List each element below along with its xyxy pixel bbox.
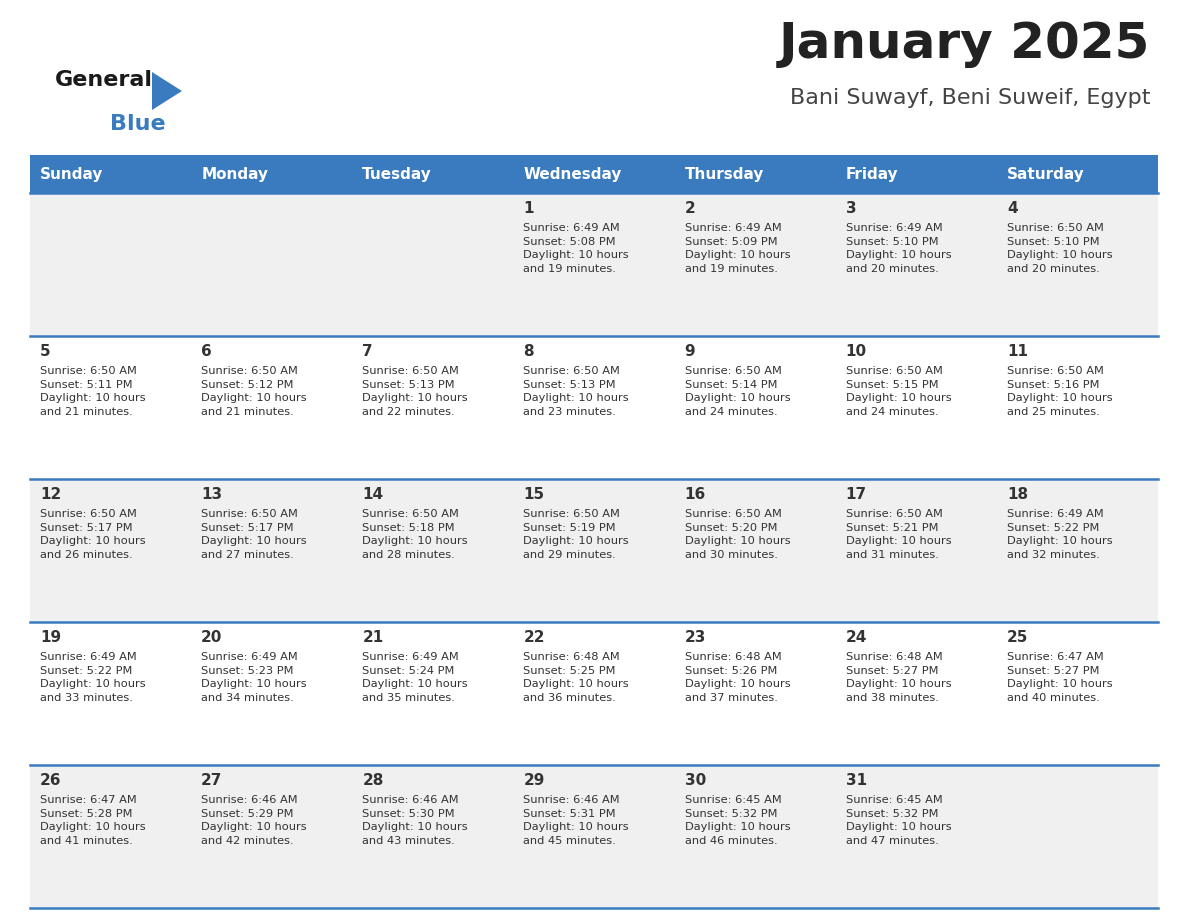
Text: Sunrise: 6:50 AM
Sunset: 5:16 PM
Daylight: 10 hours
and 25 minutes.: Sunrise: 6:50 AM Sunset: 5:16 PM Dayligh… xyxy=(1007,366,1112,417)
Text: 31: 31 xyxy=(846,773,867,788)
Text: Sunrise: 6:46 AM
Sunset: 5:31 PM
Daylight: 10 hours
and 45 minutes.: Sunrise: 6:46 AM Sunset: 5:31 PM Dayligh… xyxy=(524,795,630,845)
Text: Sunrise: 6:46 AM
Sunset: 5:29 PM
Daylight: 10 hours
and 42 minutes.: Sunrise: 6:46 AM Sunset: 5:29 PM Dayligh… xyxy=(201,795,307,845)
Text: 27: 27 xyxy=(201,773,222,788)
Bar xyxy=(675,155,835,193)
Bar xyxy=(30,155,191,193)
Text: 2: 2 xyxy=(684,201,695,216)
Text: 25: 25 xyxy=(1007,630,1029,645)
Text: Sunrise: 6:50 AM
Sunset: 5:18 PM
Daylight: 10 hours
and 28 minutes.: Sunrise: 6:50 AM Sunset: 5:18 PM Dayligh… xyxy=(362,509,468,560)
Text: Sunrise: 6:50 AM
Sunset: 5:13 PM
Daylight: 10 hours
and 22 minutes.: Sunrise: 6:50 AM Sunset: 5:13 PM Dayligh… xyxy=(362,366,468,417)
Text: Sunrise: 6:46 AM
Sunset: 5:30 PM
Daylight: 10 hours
and 43 minutes.: Sunrise: 6:46 AM Sunset: 5:30 PM Dayligh… xyxy=(362,795,468,845)
Text: Sunrise: 6:50 AM
Sunset: 5:13 PM
Daylight: 10 hours
and 23 minutes.: Sunrise: 6:50 AM Sunset: 5:13 PM Dayligh… xyxy=(524,366,630,417)
Bar xyxy=(353,155,513,193)
Text: 26: 26 xyxy=(40,773,62,788)
Text: 20: 20 xyxy=(201,630,222,645)
Text: 6: 6 xyxy=(201,344,211,359)
Bar xyxy=(835,155,997,193)
Text: Sunrise: 6:50 AM
Sunset: 5:21 PM
Daylight: 10 hours
and 31 minutes.: Sunrise: 6:50 AM Sunset: 5:21 PM Dayligh… xyxy=(846,509,952,560)
Text: Sunrise: 6:49 AM
Sunset: 5:22 PM
Daylight: 10 hours
and 32 minutes.: Sunrise: 6:49 AM Sunset: 5:22 PM Dayligh… xyxy=(1007,509,1112,560)
Text: General: General xyxy=(55,70,153,90)
Text: Sunrise: 6:50 AM
Sunset: 5:11 PM
Daylight: 10 hours
and 21 minutes.: Sunrise: 6:50 AM Sunset: 5:11 PM Dayligh… xyxy=(40,366,146,417)
Text: 30: 30 xyxy=(684,773,706,788)
Text: 21: 21 xyxy=(362,630,384,645)
Bar xyxy=(30,479,1158,622)
Text: 19: 19 xyxy=(40,630,61,645)
Text: 12: 12 xyxy=(40,487,62,502)
Text: Sunrise: 6:49 AM
Sunset: 5:08 PM
Daylight: 10 hours
and 19 minutes.: Sunrise: 6:49 AM Sunset: 5:08 PM Dayligh… xyxy=(524,223,630,274)
Text: 24: 24 xyxy=(846,630,867,645)
Text: Bani Suwayf, Beni Suweif, Egypt: Bani Suwayf, Beni Suweif, Egypt xyxy=(790,88,1150,108)
Text: 4: 4 xyxy=(1007,201,1017,216)
Text: Tuesday: Tuesday xyxy=(362,166,432,182)
Text: 3: 3 xyxy=(846,201,857,216)
Text: Sunrise: 6:49 AM
Sunset: 5:22 PM
Daylight: 10 hours
and 33 minutes.: Sunrise: 6:49 AM Sunset: 5:22 PM Dayligh… xyxy=(40,652,146,703)
Text: Sunrise: 6:48 AM
Sunset: 5:25 PM
Daylight: 10 hours
and 36 minutes.: Sunrise: 6:48 AM Sunset: 5:25 PM Dayligh… xyxy=(524,652,630,703)
Text: Sunrise: 6:49 AM
Sunset: 5:24 PM
Daylight: 10 hours
and 35 minutes.: Sunrise: 6:49 AM Sunset: 5:24 PM Dayligh… xyxy=(362,652,468,703)
Text: Sunrise: 6:48 AM
Sunset: 5:27 PM
Daylight: 10 hours
and 38 minutes.: Sunrise: 6:48 AM Sunset: 5:27 PM Dayligh… xyxy=(846,652,952,703)
Bar xyxy=(30,622,1158,765)
Bar xyxy=(30,336,1158,479)
Text: Sunrise: 6:50 AM
Sunset: 5:15 PM
Daylight: 10 hours
and 24 minutes.: Sunrise: 6:50 AM Sunset: 5:15 PM Dayligh… xyxy=(846,366,952,417)
Text: 5: 5 xyxy=(40,344,51,359)
Text: 7: 7 xyxy=(362,344,373,359)
Text: Sunrise: 6:45 AM
Sunset: 5:32 PM
Daylight: 10 hours
and 46 minutes.: Sunrise: 6:45 AM Sunset: 5:32 PM Dayligh… xyxy=(684,795,790,845)
Text: 28: 28 xyxy=(362,773,384,788)
Text: 1: 1 xyxy=(524,201,533,216)
Text: Friday: Friday xyxy=(846,166,898,182)
Text: 13: 13 xyxy=(201,487,222,502)
Text: 17: 17 xyxy=(846,487,867,502)
Text: Blue: Blue xyxy=(110,114,165,134)
Text: Monday: Monday xyxy=(201,166,268,182)
Text: Sunrise: 6:48 AM
Sunset: 5:26 PM
Daylight: 10 hours
and 37 minutes.: Sunrise: 6:48 AM Sunset: 5:26 PM Dayligh… xyxy=(684,652,790,703)
Text: Sunrise: 6:49 AM
Sunset: 5:23 PM
Daylight: 10 hours
and 34 minutes.: Sunrise: 6:49 AM Sunset: 5:23 PM Dayligh… xyxy=(201,652,307,703)
Bar xyxy=(513,155,675,193)
Text: Wednesday: Wednesday xyxy=(524,166,621,182)
Text: Sunrise: 6:47 AM
Sunset: 5:27 PM
Daylight: 10 hours
and 40 minutes.: Sunrise: 6:47 AM Sunset: 5:27 PM Dayligh… xyxy=(1007,652,1112,703)
Bar xyxy=(30,765,1158,908)
Text: Thursday: Thursday xyxy=(684,166,764,182)
Text: Sunrise: 6:50 AM
Sunset: 5:10 PM
Daylight: 10 hours
and 20 minutes.: Sunrise: 6:50 AM Sunset: 5:10 PM Dayligh… xyxy=(1007,223,1112,274)
Bar xyxy=(30,193,1158,336)
Bar xyxy=(997,155,1158,193)
Text: Sunrise: 6:50 AM
Sunset: 5:17 PM
Daylight: 10 hours
and 27 minutes.: Sunrise: 6:50 AM Sunset: 5:17 PM Dayligh… xyxy=(201,509,307,560)
Text: Sunrise: 6:49 AM
Sunset: 5:09 PM
Daylight: 10 hours
and 19 minutes.: Sunrise: 6:49 AM Sunset: 5:09 PM Dayligh… xyxy=(684,223,790,274)
Text: 14: 14 xyxy=(362,487,384,502)
Text: Sunrise: 6:50 AM
Sunset: 5:20 PM
Daylight: 10 hours
and 30 minutes.: Sunrise: 6:50 AM Sunset: 5:20 PM Dayligh… xyxy=(684,509,790,560)
Text: 23: 23 xyxy=(684,630,706,645)
Text: 29: 29 xyxy=(524,773,545,788)
Text: Saturday: Saturday xyxy=(1007,166,1085,182)
Text: 18: 18 xyxy=(1007,487,1028,502)
Text: 10: 10 xyxy=(846,344,867,359)
Text: Sunrise: 6:45 AM
Sunset: 5:32 PM
Daylight: 10 hours
and 47 minutes.: Sunrise: 6:45 AM Sunset: 5:32 PM Dayligh… xyxy=(846,795,952,845)
Text: 8: 8 xyxy=(524,344,535,359)
Text: 15: 15 xyxy=(524,487,544,502)
Text: January 2025: January 2025 xyxy=(778,20,1150,68)
Text: Sunrise: 6:50 AM
Sunset: 5:14 PM
Daylight: 10 hours
and 24 minutes.: Sunrise: 6:50 AM Sunset: 5:14 PM Dayligh… xyxy=(684,366,790,417)
Text: Sunrise: 6:50 AM
Sunset: 5:17 PM
Daylight: 10 hours
and 26 minutes.: Sunrise: 6:50 AM Sunset: 5:17 PM Dayligh… xyxy=(40,509,146,560)
Polygon shape xyxy=(152,72,182,110)
Text: 9: 9 xyxy=(684,344,695,359)
Text: Sunrise: 6:50 AM
Sunset: 5:19 PM
Daylight: 10 hours
and 29 minutes.: Sunrise: 6:50 AM Sunset: 5:19 PM Dayligh… xyxy=(524,509,630,560)
Text: 11: 11 xyxy=(1007,344,1028,359)
Text: Sunday: Sunday xyxy=(40,166,103,182)
Text: Sunrise: 6:47 AM
Sunset: 5:28 PM
Daylight: 10 hours
and 41 minutes.: Sunrise: 6:47 AM Sunset: 5:28 PM Dayligh… xyxy=(40,795,146,845)
Bar xyxy=(191,155,353,193)
Text: 22: 22 xyxy=(524,630,545,645)
Text: 16: 16 xyxy=(684,487,706,502)
Text: Sunrise: 6:49 AM
Sunset: 5:10 PM
Daylight: 10 hours
and 20 minutes.: Sunrise: 6:49 AM Sunset: 5:10 PM Dayligh… xyxy=(846,223,952,274)
Text: Sunrise: 6:50 AM
Sunset: 5:12 PM
Daylight: 10 hours
and 21 minutes.: Sunrise: 6:50 AM Sunset: 5:12 PM Dayligh… xyxy=(201,366,307,417)
